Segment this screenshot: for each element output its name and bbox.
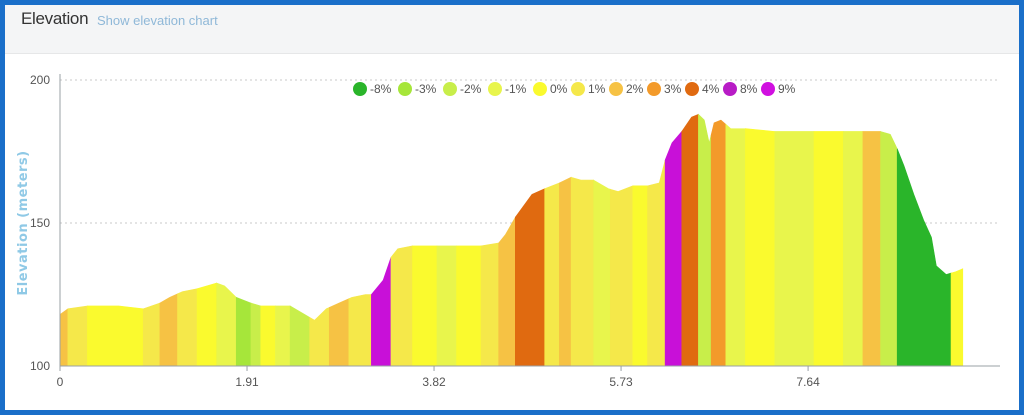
legend-item-1[interactable]: -3%	[398, 82, 437, 96]
area-segment-12	[289, 305, 310, 367]
area-segment-17	[390, 245, 413, 367]
x-tick-label-0: 0	[57, 375, 64, 389]
legend-item-6[interactable]: 2%	[609, 82, 644, 96]
area-segment-27	[593, 179, 611, 367]
area-segment-4	[159, 293, 178, 367]
header-title: Elevation	[21, 9, 89, 28]
area-segment-19	[436, 245, 457, 367]
area-segment-28	[609, 185, 634, 367]
area-segment-15	[348, 294, 372, 367]
legend-swatch-7	[647, 82, 661, 96]
y-tick-label-150: 150	[30, 216, 50, 230]
legend-item-10[interactable]: 9%	[761, 82, 796, 96]
legend-item-2[interactable]: -2%	[443, 82, 482, 96]
legend-label-9: 8%	[740, 82, 758, 96]
area-segment-42	[896, 148, 952, 367]
x-tick-label-2: 3.82	[422, 375, 446, 389]
area-segment-23	[515, 188, 545, 367]
area-segment-30	[647, 160, 666, 367]
area-segment-33	[698, 113, 712, 367]
y-tick-label-200: 200	[30, 73, 50, 87]
area-segment-7	[216, 282, 237, 367]
area-segment-34	[710, 119, 727, 367]
legend-label-10: 9%	[778, 82, 796, 96]
x-tick-label-3: 5.73	[609, 375, 633, 389]
area-segment-13	[309, 307, 330, 367]
legend-swatch-10	[761, 82, 775, 96]
legend-swatch-2	[443, 82, 457, 96]
area-segment-2	[87, 305, 144, 367]
legend-item-8[interactable]: 4%	[685, 82, 720, 96]
x-tick-label-1: 1.91	[235, 375, 259, 389]
chart-axes: 100 150 200 0 1.91 3.82 5.73 7.64	[30, 73, 1000, 389]
legend-label-4: 0%	[550, 82, 568, 96]
area-segment-5	[177, 288, 198, 367]
area-segment-18	[412, 245, 438, 367]
area-segment-11	[275, 305, 291, 367]
area-segment-41	[880, 131, 898, 367]
x-tick-label-4: 7.64	[796, 375, 820, 389]
chart-area-segments	[59, 113, 964, 367]
legend-label-2: -2%	[460, 82, 482, 96]
legend-swatch-3	[488, 82, 502, 96]
area-segment-29	[632, 185, 648, 367]
elevation-header: Elevation Show elevation chart	[5, 5, 1019, 54]
legend-swatch-9	[723, 82, 737, 96]
y-tick-label-100: 100	[30, 359, 50, 373]
legend-label-5: 1%	[588, 82, 606, 96]
area-segment-26	[570, 176, 594, 367]
legend-label-1: -3%	[415, 82, 437, 96]
area-segment-22	[498, 216, 516, 367]
legend-swatch-6	[609, 82, 623, 96]
area-segment-9	[250, 302, 262, 367]
legend-item-4[interactable]: 0%	[533, 82, 568, 96]
legend-item-0[interactable]: -8%	[353, 82, 392, 96]
area-segment-10	[260, 305, 276, 367]
area-segment-31	[664, 130, 683, 367]
legend-item-3[interactable]: -1%	[488, 82, 527, 96]
area-segment-16	[371, 257, 392, 367]
area-segment-8	[235, 296, 252, 367]
y-axis-title: Elevation (meters)	[16, 150, 31, 295]
area-segment-14	[328, 298, 350, 367]
area-segment-43	[950, 268, 964, 367]
area-segment-39	[843, 131, 864, 367]
legend-item-7[interactable]: 3%	[647, 82, 682, 96]
legend-swatch-1	[398, 82, 412, 96]
legend-label-7: 3%	[664, 82, 682, 96]
area-segment-20	[456, 245, 482, 367]
legend-swatch-4	[533, 82, 547, 96]
area-segment-0	[59, 308, 69, 367]
legend-swatch-5	[571, 82, 585, 96]
chart-legend: -8% -3% -2% -1% 0% 1% 2% 3% 4% 8% 9%	[353, 82, 796, 96]
area-segment-38	[813, 131, 844, 367]
area-segment-40	[862, 131, 881, 367]
area-segment-6	[196, 282, 217, 367]
area-segment-32	[681, 113, 699, 367]
area-segment-37	[774, 131, 815, 367]
area-segment-1	[67, 305, 88, 367]
area-segment-36	[745, 128, 776, 367]
legend-item-9[interactable]: 8%	[723, 82, 758, 96]
legend-label-8: 4%	[702, 82, 720, 96]
legend-label-3: -1%	[505, 82, 527, 96]
legend-swatch-8	[685, 82, 699, 96]
area-segment-25	[559, 176, 572, 367]
legend-item-5[interactable]: 1%	[571, 82, 606, 96]
legend-swatch-0	[353, 82, 367, 96]
area-segment-24	[544, 182, 560, 367]
area-segment-3	[142, 302, 161, 367]
area-segment-35	[725, 123, 746, 367]
area-segment-21	[480, 242, 499, 367]
legend-label-6: 2%	[626, 82, 644, 96]
legend-label-0: -8%	[370, 82, 392, 96]
show-elevation-chart-link[interactable]: Show elevation chart	[97, 13, 218, 28]
